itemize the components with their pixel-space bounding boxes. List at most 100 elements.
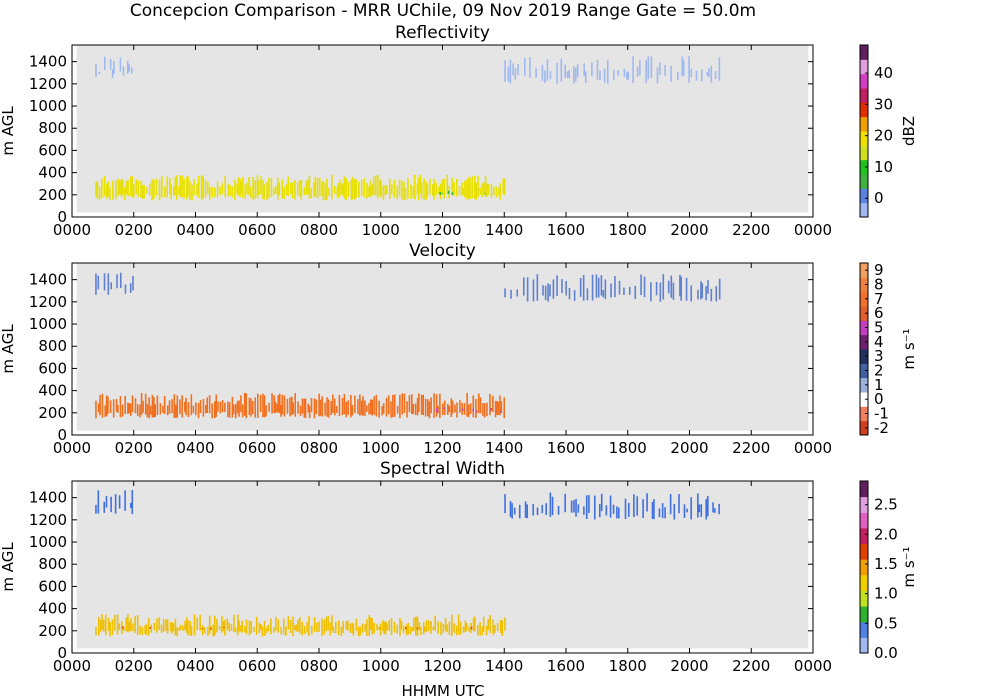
streak — [285, 184, 288, 196]
streak — [323, 619, 326, 635]
streak — [238, 400, 240, 417]
streak — [493, 186, 495, 196]
streak — [301, 621, 303, 636]
streak — [270, 177, 273, 198]
colorbar-segment — [860, 392, 868, 407]
streak — [613, 69, 615, 80]
streak — [504, 494, 506, 514]
colorbar-tick-label: 2 — [874, 362, 884, 380]
y-tick-label: 1200 — [29, 511, 67, 529]
x-tick-label: 0600 — [238, 657, 276, 675]
streak — [443, 400, 446, 416]
streak — [422, 621, 425, 635]
streak — [207, 626, 209, 637]
streak — [122, 179, 124, 196]
x-tick-label: 2200 — [732, 657, 770, 675]
streak — [690, 285, 693, 302]
streak — [135, 179, 137, 194]
streak — [477, 175, 479, 197]
streak — [443, 407, 445, 410]
streak — [342, 621, 344, 633]
streak — [256, 175, 259, 199]
streak — [338, 620, 340, 636]
streak — [224, 619, 226, 636]
streak — [435, 394, 438, 417]
streak — [503, 178, 506, 196]
streak — [268, 402, 270, 412]
streak — [199, 400, 202, 414]
streak — [697, 493, 699, 518]
streak — [497, 401, 500, 416]
streak — [326, 397, 328, 417]
streak — [291, 396, 293, 416]
streak — [422, 394, 425, 416]
feature-2 — [95, 56, 133, 79]
streak — [292, 402, 294, 414]
streak — [701, 283, 704, 298]
streak — [378, 628, 381, 630]
streak — [536, 507, 539, 516]
streak — [95, 182, 97, 198]
streak — [192, 405, 195, 414]
y-tick-label: 1400 — [29, 489, 67, 507]
streak — [103, 501, 106, 513]
colorbar-segment — [860, 202, 868, 218]
streak — [651, 501, 654, 519]
streak — [617, 70, 620, 76]
streak — [332, 394, 334, 413]
streak — [364, 400, 366, 416]
streak — [294, 393, 297, 417]
streak — [115, 398, 118, 412]
streak — [627, 502, 630, 517]
streak — [349, 623, 351, 633]
streak — [384, 621, 387, 635]
streak — [306, 622, 308, 633]
streak — [248, 620, 251, 636]
streak — [417, 177, 420, 201]
streak — [610, 283, 612, 298]
streak — [600, 493, 603, 512]
streak — [113, 60, 115, 75]
streak — [281, 394, 284, 415]
streak — [358, 181, 360, 198]
streak — [396, 405, 399, 414]
streak — [262, 393, 264, 418]
streak — [280, 626, 282, 635]
streak — [458, 185, 461, 196]
streak — [677, 71, 679, 81]
streak — [577, 504, 580, 513]
streak — [232, 404, 235, 415]
colorbar-tick-label: 1.5 — [874, 555, 898, 573]
streak — [246, 182, 248, 195]
x-tick-label: 2000 — [670, 657, 708, 675]
streak — [574, 67, 577, 82]
y-tick-label: 200 — [38, 186, 67, 204]
streak — [396, 624, 399, 634]
y-tick-label: 200 — [38, 622, 67, 640]
streak — [127, 402, 129, 414]
streak — [140, 180, 142, 198]
streak — [257, 180, 260, 196]
streak — [97, 616, 100, 636]
streak — [658, 508, 661, 518]
streak — [265, 627, 268, 633]
streak — [710, 65, 713, 83]
streak — [549, 284, 551, 297]
streak — [149, 405, 152, 415]
streak — [467, 404, 470, 418]
streak — [260, 624, 262, 630]
streak — [461, 182, 463, 196]
streak — [443, 178, 446, 199]
colorbar-segment — [860, 277, 868, 293]
streak — [462, 626, 465, 633]
streak — [695, 70, 698, 81]
streak — [401, 393, 404, 415]
streak — [166, 405, 169, 416]
feature-3 — [504, 274, 721, 302]
colorbar-tick-label: 1 — [874, 376, 884, 394]
streak — [375, 394, 378, 417]
streak — [484, 193, 486, 194]
streak — [147, 618, 150, 636]
y-tick-label: 600 — [38, 141, 67, 159]
streak — [500, 401, 503, 413]
